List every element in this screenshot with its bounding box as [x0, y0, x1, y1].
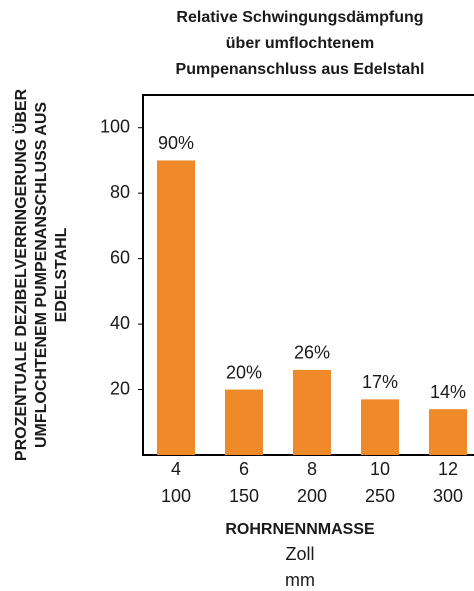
y-tick-label: 80	[110, 182, 130, 202]
value-label: 20%	[226, 362, 262, 382]
chart-title: über umflochtenem	[226, 35, 374, 52]
x-tick-label: 250	[365, 486, 395, 506]
value-label: 17%	[362, 372, 398, 392]
x-tick-label: 4	[171, 459, 181, 479]
bar	[157, 160, 195, 456]
x-tick-label: 100	[161, 486, 191, 506]
y-tick-label: 40	[110, 313, 130, 333]
x-axis-unit: Zoll	[285, 544, 314, 564]
x-axis-label: ROHRNENNMASSE	[225, 521, 375, 538]
value-label: 90%	[158, 133, 194, 153]
y-tick-label: 100	[100, 116, 130, 136]
x-tick-label: 12	[438, 459, 458, 479]
x-tick-label: 150	[229, 486, 259, 506]
x-tick-label: 300	[433, 486, 463, 506]
value-label: 26%	[294, 343, 330, 363]
bar	[225, 389, 263, 455]
y-tick-label: 20	[110, 378, 130, 398]
value-label: 14%	[430, 382, 466, 402]
x-tick-label: 200	[297, 486, 327, 506]
y-axis-label: UMFLOCHTENEM PUMPENANSCHLUSS AUS	[33, 102, 50, 448]
chart-title: Relative Schwingungsdämpfung	[176, 9, 423, 26]
chart-title: Pumpenanschluss aus Edelstahl	[176, 61, 425, 78]
y-tick-label: 60	[110, 247, 130, 267]
x-axis-unit: mm	[285, 570, 315, 590]
x-tick-label: 6	[239, 459, 249, 479]
bar	[293, 369, 331, 455]
x-tick-label: 10	[370, 459, 390, 479]
bar	[429, 409, 467, 455]
y-axis-label: EDELSTAHL	[53, 227, 70, 322]
y-axis-label: PROZENTUALE DEZIBELVERRINGERUNG ÜBER	[11, 88, 30, 461]
bar	[361, 399, 399, 455]
x-tick-label: 8	[307, 459, 317, 479]
